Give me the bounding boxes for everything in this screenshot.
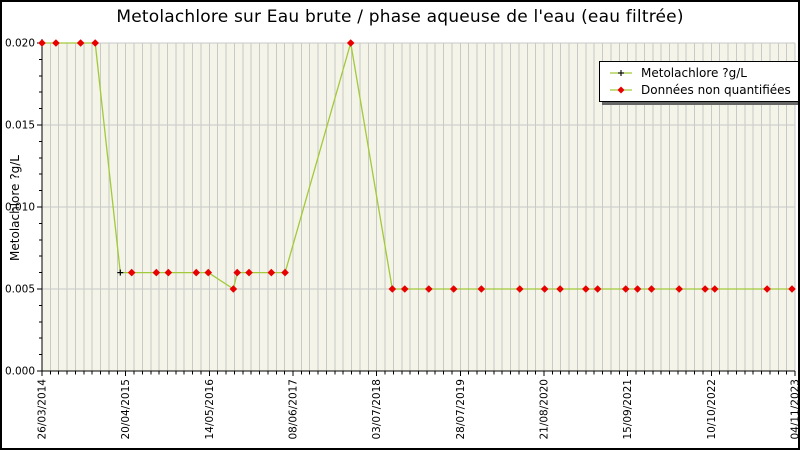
- svg-text:21/08/2020: 21/08/2020: [539, 379, 551, 440]
- legend-item-donnees-non-quantifiees: Données non quantifiées: [609, 83, 791, 97]
- svg-text:0.000: 0.000: [5, 366, 35, 378]
- unquantified-point-marker: [192, 268, 201, 277]
- unquantified-point-marker: [281, 268, 289, 277]
- unquantified-point-marker: [152, 268, 161, 277]
- legend-label-metolachlore: Metolachlore ?g/L: [641, 66, 747, 80]
- legend-item-metolachlore: Metolachlore ?g/L: [609, 66, 791, 80]
- unquantified-point-marker: [788, 285, 796, 293]
- svg-text:28/07/2019: 28/07/2019: [455, 379, 467, 440]
- unquantified-point-marker: [164, 268, 173, 277]
- series-line: [42, 42, 792, 290]
- unquantified-point-marker: [233, 268, 242, 277]
- legend: Metolachlore ?g/L Données non quantifiée…: [599, 61, 798, 102]
- unquantified-point-marker: [400, 285, 409, 293]
- svg-text:0.010: 0.010: [5, 202, 35, 214]
- unquantified-point-marker: [593, 285, 602, 293]
- unquantified-point-marker: [229, 285, 238, 293]
- unquantified-point-marker: [675, 285, 683, 293]
- unquantified-point-marker: [267, 268, 276, 277]
- svg-text:03/07/2018: 03/07/2018: [371, 379, 383, 440]
- svg-text:08/06/2017: 08/06/2017: [288, 379, 300, 440]
- unquantified-point-marker: [701, 285, 709, 293]
- svg-text:0.005: 0.005: [5, 284, 35, 296]
- unquantified-point-marker: [633, 285, 642, 293]
- unquantified-point-marker: [621, 285, 630, 293]
- svg-text:14/05/2016: 14/05/2016: [204, 379, 216, 440]
- legend-label-donnees-non-quantifiees: Données non quantifiées: [641, 83, 791, 97]
- unquantified-point-marker: [477, 285, 486, 293]
- x-axis-ticks: [41, 371, 796, 376]
- unquantified-point-marker: [91, 39, 100, 47]
- unquantified-point-marker: [52, 39, 60, 47]
- svg-text:10/10/2022: 10/10/2022: [706, 379, 718, 440]
- svg-text:0.020: 0.020: [5, 38, 35, 50]
- chart-title: Metolachlore sur Eau brute / phase aqueu…: [116, 7, 684, 27]
- svg-text:26/03/2014: 26/03/2014: [37, 379, 49, 440]
- unquantified-marker-icon: [610, 86, 632, 94]
- svg-text:0.015: 0.015: [5, 120, 35, 132]
- unquantified-point-marker: [710, 285, 719, 293]
- unquantified-point-marker: [515, 285, 524, 293]
- unquantified-point-marker: [582, 285, 590, 293]
- unquantified-point-marker: [647, 285, 656, 293]
- unquantified-point-marker: [346, 39, 355, 47]
- svg-text:20/04/2015: 20/04/2015: [120, 379, 132, 440]
- svg-text:04/11/2023: 04/11/2023: [790, 379, 800, 440]
- unquantified-point-marker: [204, 268, 213, 277]
- x-axis-tick-labels: 26/03/2014 20/04/2015 14/05/2016 08/06/2017…: [37, 379, 800, 440]
- svg-text:15/09/2021: 15/09/2021: [622, 379, 634, 440]
- y-axis-tick-labels: 0.000 0.005 0.010 0.015 0.020: [5, 38, 35, 378]
- quantified-series-marker-icon: [610, 70, 632, 76]
- unquantified-point-marker: [76, 39, 85, 47]
- y-axis-ticks: [37, 42, 42, 372]
- unquantified-point-marker: [556, 285, 564, 293]
- data-markers: [38, 39, 796, 293]
- unquantified-point-marker: [424, 285, 433, 293]
- unquantified-point-marker: [388, 285, 397, 293]
- unquantified-point-marker: [38, 39, 46, 47]
- unquantified-point-marker: [540, 285, 549, 293]
- unquantified-point-marker: [449, 285, 458, 293]
- unquantified-point-marker: [763, 285, 771, 293]
- unquantified-point-marker: [245, 268, 253, 277]
